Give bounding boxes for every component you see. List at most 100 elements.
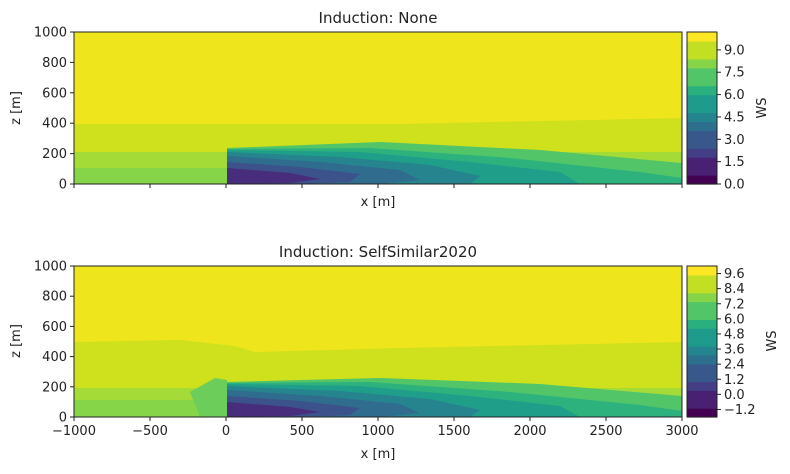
colorbar-tick-label: 7.5 (724, 66, 745, 81)
x-ticks (73, 184, 683, 188)
colorbar-tick-label: 7.2 (724, 297, 745, 312)
y-tick-label: 400 (42, 350, 67, 365)
x-tick-label: 3000 (665, 424, 698, 439)
colorbar-band (687, 148, 717, 158)
y-tick-label: 800 (42, 56, 67, 71)
colorbar-bands (687, 266, 717, 418)
colorbar-label: WS (765, 330, 780, 351)
colorbar-tick-label: 8.4 (724, 282, 745, 297)
colorbar-band (687, 121, 717, 131)
colorbar-tick-label: 4.8 (724, 327, 745, 342)
colorbar-band (687, 328, 717, 338)
y-ticks: 0 200 400 600 800 1000 (34, 26, 74, 193)
x-axis-label: x [m] (361, 195, 396, 210)
colorbar-tick-label: 3.6 (724, 343, 745, 358)
colorbar-tick-label: 3.0 (724, 133, 745, 148)
y-ticks: 0 200 400 600 800 1000 (34, 260, 74, 426)
x-tick-label: −500 (132, 424, 168, 439)
colorbar-bands (687, 32, 717, 185)
colorbar-band (687, 49, 717, 60)
colorbar-band (687, 112, 717, 123)
colorbar-band (687, 372, 717, 383)
colorbar-band (687, 166, 717, 176)
wake-core (227, 402, 320, 417)
colorbar-band (687, 363, 717, 374)
colorbar: 0.0 1.5 3.0 4.5 6.0 7.5 9.0 WS (686, 31, 770, 193)
y-tick-label: 0 (59, 411, 67, 426)
colorbar-band (687, 76, 717, 87)
y-axis-label: z [m] (9, 91, 24, 125)
x-tick-label: 2500 (589, 424, 622, 439)
colorbar-tick-label: 9.6 (724, 267, 745, 282)
colorbar-band (687, 345, 717, 356)
y-tick-label: 0 (59, 178, 67, 193)
colorbar-band (687, 301, 717, 312)
x-ticks: −1000 −500 0 500 1000 1500 2000 2500 3000 (52, 417, 699, 439)
colorbar-tick-label: 0.0 (724, 388, 745, 403)
colorbar-tick-label: 1.2 (724, 373, 745, 388)
colorbar-band (687, 67, 717, 78)
colorbar-band (687, 85, 717, 96)
y-tick-label: 1000 (34, 26, 67, 41)
colorbar-band (687, 283, 717, 294)
colorbar-tick-label: 1.5 (724, 155, 745, 170)
colorbar-band (687, 157, 717, 167)
colorbar-band (687, 319, 717, 329)
colorbar-band (687, 32, 717, 42)
plot-panel-selfsimilar: Induction: SelfSimilar2020 −1000 −500 0 500… (9, 243, 780, 462)
colorbar-label: WS (755, 97, 770, 118)
y-tick-label: 400 (42, 117, 67, 132)
colorbar-tick-label: 9.0 (724, 43, 745, 58)
colorbar-band (687, 139, 717, 149)
colorbar-band (687, 354, 717, 365)
colorbar: −1.20.01.22.43.64.86.07.28.49.6 WS (686, 265, 780, 418)
x-axis-label: x [m] (361, 447, 396, 462)
colorbar-ticks: −1.20.01.22.43.64.86.07.28.49.6 (717, 267, 756, 418)
colorbar-band (687, 274, 717, 285)
colorbar-frame (686, 31, 718, 185)
colorbar-band (687, 310, 717, 320)
colorbar-band (687, 408, 717, 418)
x-tick-label: 0 (222, 424, 230, 439)
contour-field (74, 32, 682, 184)
colorbar-tick-label: −1.2 (724, 403, 756, 418)
contour-field (74, 266, 682, 417)
x-tick-label: 1000 (361, 424, 394, 439)
chart-title: Induction: None (319, 9, 438, 27)
colorbar-band (687, 175, 717, 185)
y-tick-label: 600 (42, 86, 67, 101)
y-tick-label: 200 (42, 380, 67, 395)
colorbar-band (687, 292, 717, 303)
colorbar-band (687, 399, 717, 409)
colorbar-band (687, 58, 717, 69)
colorbar-tick-label: 6.0 (724, 88, 745, 103)
colorbar-band (687, 103, 717, 114)
colorbar-band (687, 266, 717, 276)
colorbar-tick-label: 0.0 (724, 178, 745, 193)
colorbar-band (687, 390, 717, 400)
x-tick-label: 500 (290, 424, 315, 439)
colorbar-band (687, 94, 717, 105)
x-tick-label: 1500 (437, 424, 470, 439)
colorbar-tick-label: 4.5 (724, 110, 745, 125)
chart-title: Induction: SelfSimilar2020 (279, 243, 477, 261)
colorbar-frame (686, 265, 718, 418)
colorbar-band (687, 337, 717, 347)
colorbar-band (687, 40, 717, 51)
colorbar-tick-label: 6.0 (724, 312, 745, 327)
wake-core (227, 168, 320, 184)
y-tick-label: 800 (42, 290, 67, 305)
colorbar-band (687, 381, 717, 391)
x-tick-label: −1000 (52, 424, 96, 439)
y-tick-label: 600 (42, 320, 67, 335)
y-tick-label: 200 (42, 147, 67, 162)
y-tick-label: 1000 (34, 260, 67, 275)
colorbar-tick-label: 2.4 (724, 358, 745, 373)
x-tick-label: 2000 (513, 424, 546, 439)
y-axis-label: z [m] (9, 324, 24, 358)
colorbar-band (687, 130, 717, 140)
colorbar-ticks: 0.0 1.5 3.0 4.5 6.0 7.5 9.0 (717, 43, 745, 193)
induction-zone (190, 378, 227, 417)
